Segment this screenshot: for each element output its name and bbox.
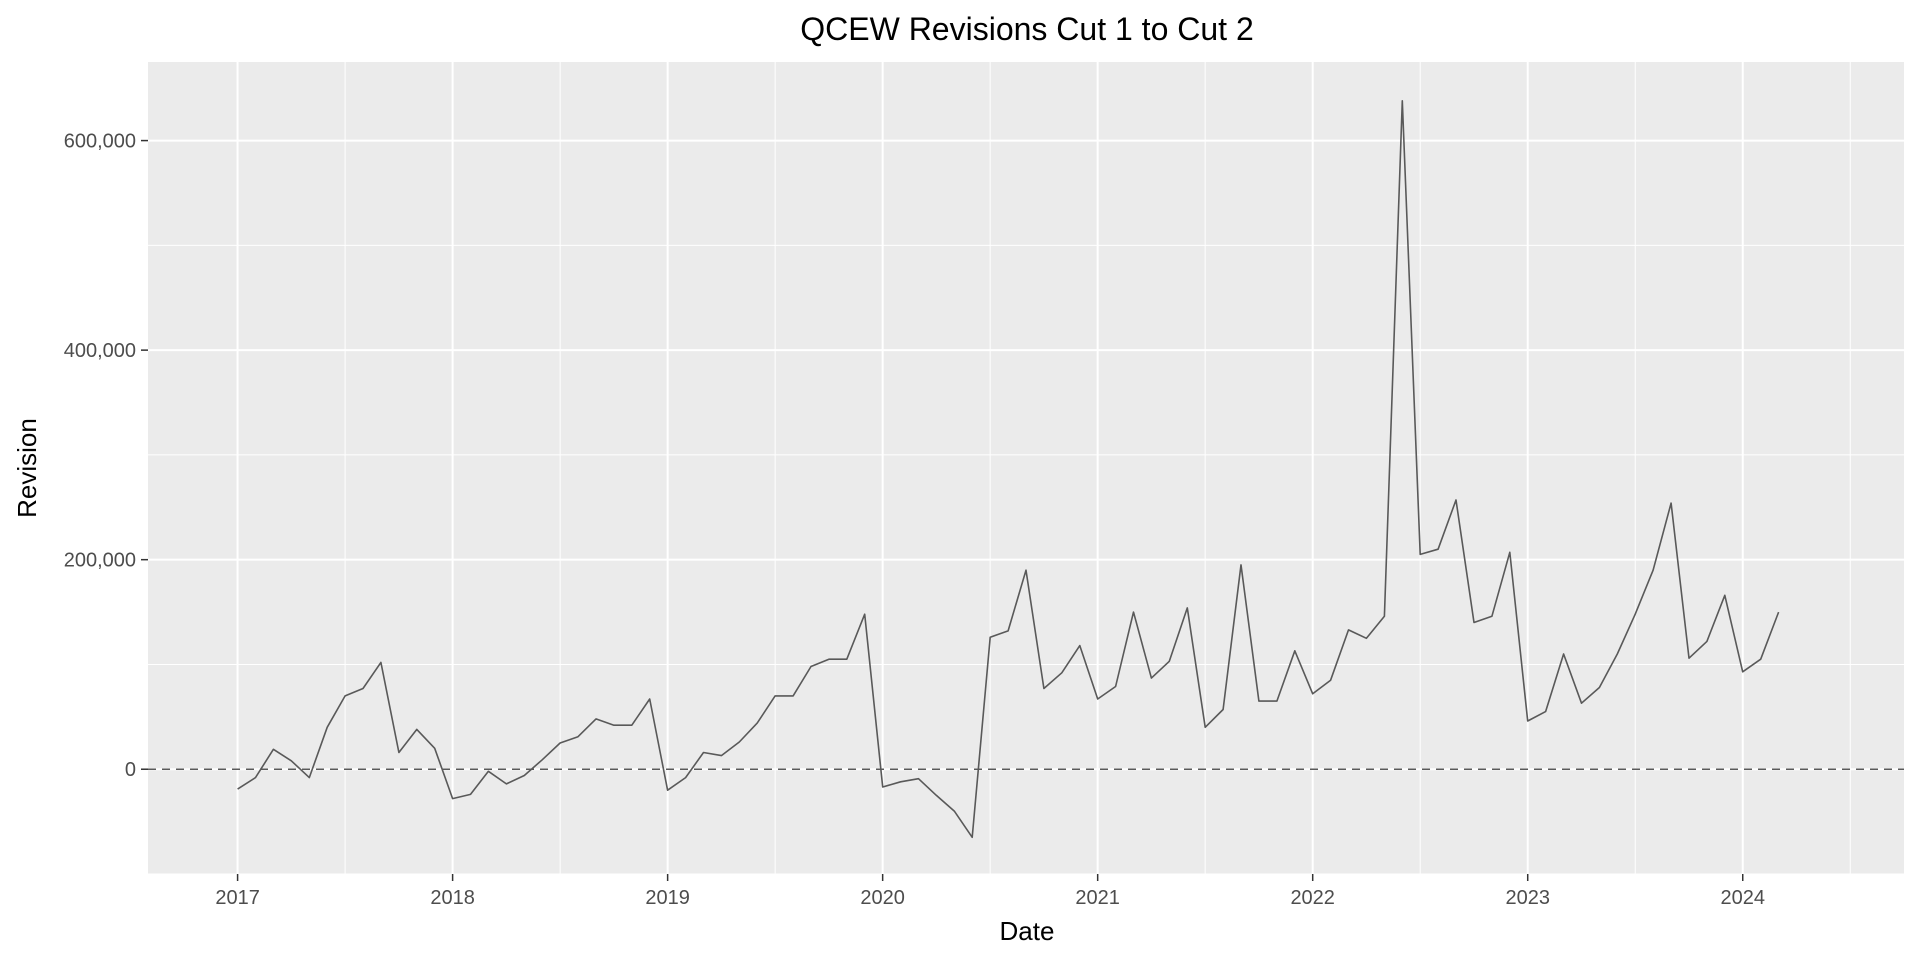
x-tick-label: 2020 — [860, 887, 905, 909]
x-tick-label: 2017 — [215, 887, 260, 909]
y-tick-label: 600,000 — [64, 131, 136, 153]
x-tick-label: 2023 — [1505, 887, 1550, 909]
x-tick-label: 2019 — [645, 887, 690, 909]
plot-panel — [148, 62, 1904, 874]
x-tick-label: 2021 — [1075, 887, 1120, 909]
x-tick-label: 2022 — [1290, 887, 1335, 909]
x-tick-label: 2024 — [1720, 887, 1765, 909]
chart-title: QCEW Revisions Cut 1 to Cut 2 — [800, 11, 1253, 47]
minor-gridlines-x — [344, 62, 1851, 874]
y-tick-label: 0 — [125, 759, 136, 781]
major-gridlines-x — [236, 62, 1744, 874]
y-tick-label: 200,000 — [64, 550, 136, 572]
revision-series-line — [237, 100, 1780, 839]
x-axis-ticks: 2017 2018 2019 2020 2021 2022 2023 2024 — [215, 874, 1765, 909]
x-tick-label: 2018 — [430, 887, 475, 909]
minor-gridlines-y — [148, 244, 1904, 875]
x-axis-label: Date — [1000, 916, 1055, 946]
y-axis-label: Revision — [12, 418, 42, 518]
y-tick-label: 400,000 — [64, 340, 136, 362]
y-axis-ticks: 0 200,000 400,000 600,000 — [64, 131, 148, 781]
